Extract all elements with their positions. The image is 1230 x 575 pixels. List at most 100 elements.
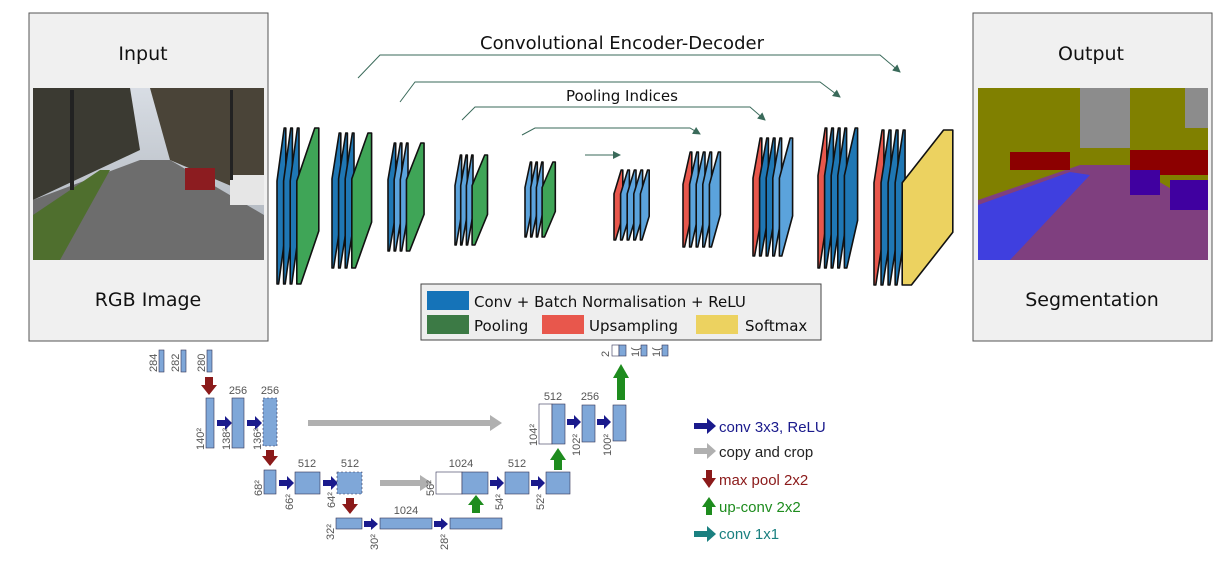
layer-slab: [901, 129, 954, 286]
unet-label: 512: [341, 458, 359, 470]
input-panel: Input RGB Image: [28, 12, 269, 342]
unet-label: 1(: [630, 347, 642, 357]
unet-diagram: 284 282 280 256 256 140² 138² 136² 512 5…: [148, 344, 669, 550]
output-caption: Segmentation: [1025, 289, 1159, 311]
conv-arrow: [531, 476, 545, 490]
unet-label: 136²: [252, 428, 264, 450]
max-pool-arrow: [201, 377, 217, 395]
copy-crop-arrow: [308, 415, 502, 431]
layer-slab: [778, 137, 794, 257]
unet-label: 28²: [439, 534, 451, 550]
legend-upsampling-label: Upsampling: [589, 317, 678, 335]
conv-arrow: [490, 476, 504, 490]
unet-label: 100²: [602, 434, 614, 456]
unet-block: [612, 404, 627, 442]
legend-upsampling-swatch: [542, 315, 584, 334]
unet-label: 30²: [369, 534, 381, 550]
unet-block: [611, 344, 620, 357]
unet-label: 512: [544, 391, 562, 403]
unet-block: [461, 471, 489, 495]
unet-label: 282: [170, 354, 182, 372]
unet-label: 280: [196, 354, 208, 372]
layer-slab: [708, 151, 722, 248]
unet-label: 512: [508, 458, 526, 470]
conv-arrow: [364, 518, 378, 530]
conv-arrow-icon: [694, 418, 716, 434]
unet-block: [661, 344, 669, 357]
unet-label: 104²: [528, 424, 540, 446]
unet-label: 138²: [221, 428, 233, 450]
segmentation-image: [978, 88, 1208, 260]
layer-slab: [639, 169, 651, 241]
input-caption: RGB Image: [95, 289, 202, 311]
segnet-legend: Conv + Batch Normalisation + ReLU Poolin…: [420, 283, 822, 341]
unet-block: [551, 403, 566, 445]
up-conv-arrow: [468, 495, 484, 513]
conv-arrow: [247, 416, 262, 430]
unet-label: 2: [600, 351, 612, 357]
unet-block: [640, 344, 648, 357]
legend-conv3x3: conv 3x3, ReLU: [719, 419, 826, 436]
legend-conv-swatch: [427, 291, 469, 310]
legend-copy-crop: copy and crop: [719, 444, 813, 461]
legend-up-conv: up-conv 2x2: [719, 499, 801, 516]
legend-max-pool: max pool 2x2: [719, 472, 808, 489]
diagram-title: Convolutional Encoder-Decoder: [480, 33, 765, 54]
unet-block: [206, 349, 213, 373]
unet-label: 32²: [325, 524, 337, 540]
unet-block: [379, 517, 433, 530]
unet-block: [538, 403, 553, 445]
legend-conv1x1: conv 1x1: [719, 526, 779, 543]
conv-arrow: [323, 476, 338, 490]
unet-label: 256: [229, 385, 247, 397]
unet-block: [231, 397, 245, 449]
legend-conv-label: Conv + Batch Normalisation + ReLU: [474, 293, 746, 311]
layer-slab: [350, 132, 373, 269]
up-conv-arrow: [613, 364, 629, 400]
unet-block: [158, 349, 165, 373]
unet-label: 140²: [195, 428, 207, 450]
unet-block: [449, 517, 503, 530]
conv-arrow: [567, 415, 581, 429]
unet-legend: conv 3x3, ReLU copy and crop max pool 2x…: [694, 418, 826, 543]
conv-arrow: [217, 416, 232, 430]
unet-block: [336, 471, 363, 495]
legend-pooling-swatch: [427, 315, 469, 334]
pooling-indices-label: Pooling Indices: [566, 87, 678, 105]
unet-label: 1024: [449, 458, 473, 470]
unet-block: [263, 469, 277, 495]
max-pool-arrow: [262, 450, 278, 466]
unet-block: [545, 471, 571, 495]
unet-label: 52²: [535, 494, 547, 510]
unet-block: [205, 397, 215, 449]
layer-slab: [295, 127, 320, 285]
unet-label: 68²: [253, 480, 265, 496]
input-title: Input: [118, 43, 167, 65]
layer-slab: [405, 142, 425, 252]
unet-label: 64²: [326, 492, 338, 508]
output-title: Output: [1058, 43, 1124, 65]
layer-slab: [541, 161, 557, 238]
unet-label: 102²: [571, 434, 583, 456]
encoder-decoder-layers: [276, 127, 954, 286]
layer-slab: [843, 127, 859, 269]
output-panel: Output Segmentation: [972, 12, 1213, 342]
unet-label: 56²: [425, 480, 437, 496]
conv-arrow: [434, 518, 448, 530]
unet-block: [262, 397, 278, 447]
max-pool-arrow-icon: [702, 470, 716, 488]
unet-label: 256: [261, 385, 279, 397]
unet-label: 284: [148, 354, 160, 372]
max-pool-arrow: [342, 498, 358, 514]
up-conv-arrow-icon: [702, 497, 716, 515]
pooling-indices-arrows: [357, 54, 901, 159]
unet-block: [294, 471, 321, 495]
unet-label: 256: [581, 391, 599, 403]
conv1x1-arrow-icon: [694, 526, 716, 542]
rgb-image: [33, 88, 264, 260]
copy-arrow-icon: [694, 443, 716, 459]
legend-softmax-label: Softmax: [745, 317, 807, 335]
unet-label: 1024: [394, 505, 418, 517]
conv-arrow: [279, 476, 294, 490]
